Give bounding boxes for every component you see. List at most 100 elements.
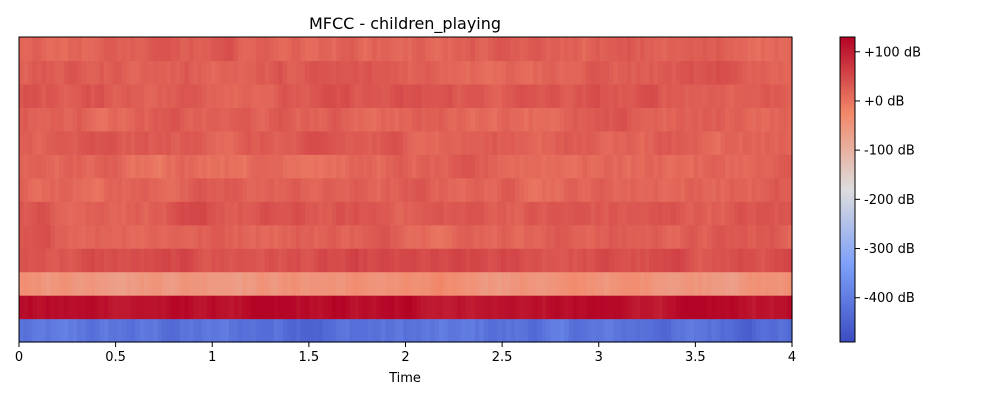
- heatmap-cell: [497, 154, 503, 179]
- heatmap-cell: [778, 60, 784, 85]
- heatmap-cell: [568, 201, 574, 226]
- heatmap-cell: [184, 295, 190, 320]
- heatmap-cell: [707, 107, 713, 132]
- heatmap-cell: [644, 224, 650, 249]
- heatmap-cell: [479, 201, 485, 226]
- heatmap-cell: [278, 107, 284, 132]
- heatmap-cell: [206, 177, 212, 202]
- heatmap-cell: [77, 201, 83, 226]
- heatmap-cell: [282, 60, 288, 85]
- heatmap-cell: [595, 271, 601, 296]
- heatmap-cell: [103, 107, 109, 132]
- heatmap-cell: [336, 224, 342, 249]
- heatmap-cell: [787, 295, 793, 320]
- heatmap-cell: [711, 83, 717, 108]
- heatmap-cell: [130, 318, 136, 343]
- heatmap-cell: [783, 83, 789, 108]
- heatmap-cell: [45, 37, 51, 62]
- heatmap-cell: [282, 130, 288, 155]
- heatmap-cell: [327, 201, 333, 226]
- heatmap-cell: [738, 318, 744, 343]
- heatmap-cell: [564, 60, 570, 85]
- heatmap-cell: [644, 37, 650, 62]
- heatmap-cell: [354, 130, 360, 155]
- heatmap-cell: [220, 60, 226, 85]
- heatmap-cell: [519, 60, 525, 85]
- heatmap-cell: [497, 271, 503, 296]
- heatmap-cell: [215, 271, 221, 296]
- heatmap-cell: [626, 83, 632, 108]
- heatmap-cell: [117, 154, 123, 179]
- heatmap-cell: [456, 295, 462, 320]
- heatmap-cell: [148, 154, 154, 179]
- heatmap-cell: [693, 60, 699, 85]
- heatmap-cell: [269, 318, 275, 343]
- heatmap-cell: [716, 295, 722, 320]
- heatmap-cell: [309, 60, 315, 85]
- heatmap-cell: [367, 295, 373, 320]
- heatmap-cell: [635, 248, 641, 273]
- heatmap-cell: [59, 154, 65, 179]
- heatmap-cell: [644, 154, 650, 179]
- heatmap-cell: [711, 154, 717, 179]
- heatmap-cell: [68, 271, 74, 296]
- heatmap-cell: [19, 107, 25, 132]
- heatmap-cell: [27, 177, 34, 202]
- heatmap-cell: [501, 295, 507, 320]
- heatmap-cell: [50, 107, 56, 132]
- heatmap-cell: [126, 224, 132, 249]
- heatmap-cell: [434, 224, 440, 249]
- heatmap-cell: [537, 248, 543, 273]
- heatmap-cell: [465, 201, 471, 226]
- heatmap-cell: [510, 271, 516, 296]
- heatmap-cell: [345, 177, 351, 202]
- heatmap-cell: [510, 177, 516, 202]
- heatmap-cell: [680, 107, 686, 132]
- heatmap-cell: [380, 37, 386, 62]
- heatmap-cell: [461, 201, 467, 226]
- heatmap-cell: [604, 318, 610, 343]
- heatmap-cell: [126, 318, 132, 343]
- heatmap-cell: [523, 177, 529, 202]
- heatmap-cell: [546, 177, 552, 202]
- heatmap-cell: [237, 224, 244, 249]
- heatmap-cell: [144, 37, 150, 62]
- heatmap-cell: [327, 177, 333, 202]
- heatmap-cell: [193, 295, 199, 320]
- heatmap-cell: [680, 83, 686, 108]
- heatmap-cell: [684, 83, 690, 108]
- heatmap-cell: [769, 37, 775, 62]
- heatmap-cell: [246, 107, 252, 132]
- heatmap-cell: [666, 130, 672, 155]
- heatmap-cell: [778, 224, 784, 249]
- heatmap-cell: [675, 130, 681, 155]
- heatmap-cell: [331, 83, 337, 108]
- heatmap-cell: [724, 201, 731, 226]
- heatmap-cell: [675, 295, 681, 320]
- heatmap-cell: [707, 60, 713, 85]
- heatmap-cell: [506, 224, 512, 249]
- heatmap-cell: [251, 201, 257, 226]
- heatmap-cell: [756, 60, 762, 85]
- x-tick-label: 1: [208, 350, 216, 365]
- heatmap-cell: [546, 37, 552, 62]
- heatmap-cell: [398, 295, 404, 320]
- heatmap-cell: [506, 201, 512, 226]
- heatmap-cell: [657, 201, 664, 226]
- heatmap-cell: [407, 224, 413, 249]
- heatmap-cell: [264, 318, 270, 343]
- heatmap-cell: [470, 107, 476, 132]
- heatmap-cell: [282, 224, 288, 249]
- heatmap-cell: [81, 83, 87, 108]
- heatmap-cell: [769, 248, 775, 273]
- heatmap-cell: [769, 295, 775, 320]
- heatmap-cell: [774, 295, 780, 320]
- heatmap-cell: [640, 318, 646, 343]
- heatmap-cell: [541, 248, 547, 273]
- heatmap-cell: [251, 295, 257, 320]
- heatmap-cell: [242, 177, 248, 202]
- heatmap-cell: [577, 295, 583, 320]
- heatmap-cell: [215, 201, 221, 226]
- heatmap-cell: [94, 107, 101, 132]
- heatmap-cell: [720, 201, 726, 226]
